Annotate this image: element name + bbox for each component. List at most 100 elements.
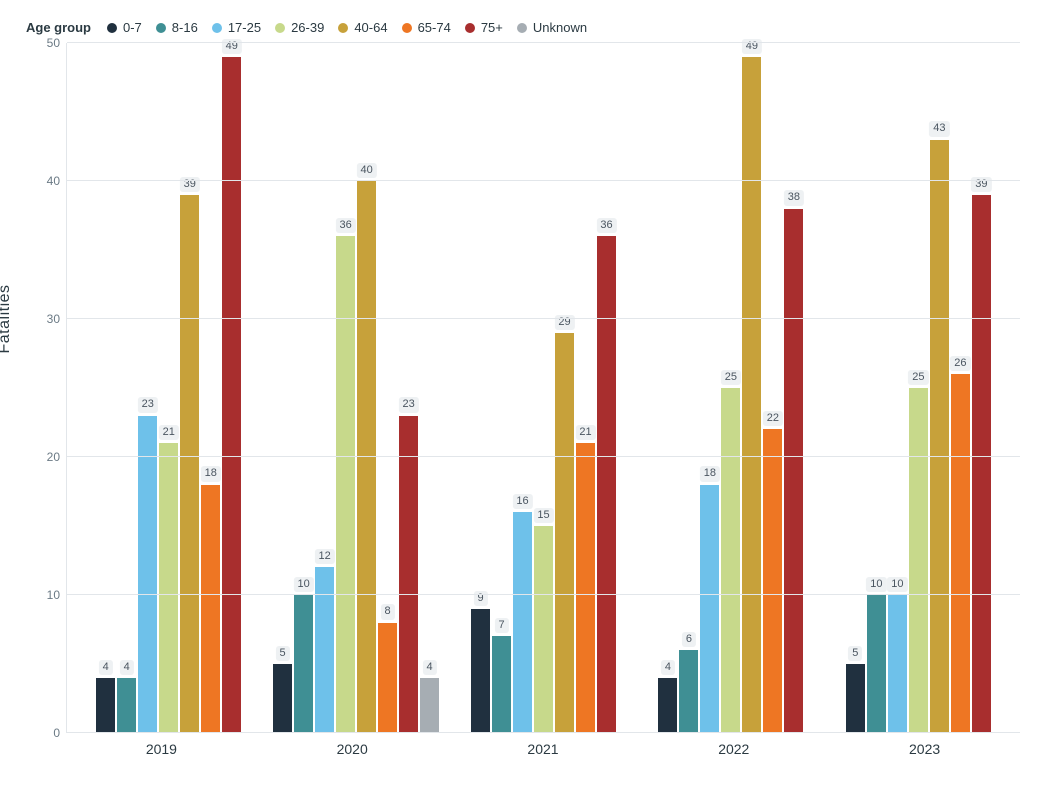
y-tick: 30	[47, 312, 60, 326]
bars: 461825492238	[637, 43, 824, 733]
bar-26-39: 25	[909, 388, 928, 733]
x-label: 2023	[829, 741, 1020, 757]
gridline	[67, 180, 1020, 181]
bar-value-label: 39	[971, 177, 991, 192]
bar-value-label: 12	[314, 549, 334, 564]
bar-value-label: 4	[99, 660, 113, 675]
bar-value-label: 43	[929, 121, 949, 136]
legend-item-8-16: 8-16	[156, 20, 198, 35]
gridline	[67, 456, 1020, 457]
bar-value-label: 5	[276, 646, 290, 661]
bar-65-74: 22	[763, 429, 782, 733]
bar-0-7: 9	[471, 609, 490, 733]
gridline	[67, 732, 1020, 733]
bar-75+: 36	[597, 236, 616, 733]
legend-item-65-74: 65-74	[402, 20, 451, 35]
bar-group-2022: 461825492238	[637, 43, 824, 733]
bar-75+: 23	[399, 416, 418, 733]
bar-value-label: 36	[596, 218, 616, 233]
bar-17-25: 10	[888, 595, 907, 733]
bar-value-label: 6	[682, 632, 696, 647]
legend-dot-icon	[517, 23, 527, 33]
bar-75+: 38	[784, 209, 803, 733]
bars: 5101236408234	[262, 43, 449, 733]
bar-value-label: 21	[575, 425, 595, 440]
x-label: 2022	[638, 741, 829, 757]
bar-value-label: 4	[120, 660, 134, 675]
fatalities-by-age-chart: Age group 0-78-1617-2526-3940-6465-7475+…	[20, 20, 1020, 767]
bar-value-label: 38	[784, 190, 804, 205]
bar-value-label: 9	[473, 591, 487, 606]
bar-value-label: 18	[201, 466, 221, 481]
y-tick: 10	[47, 588, 60, 602]
bar-26-39: 25	[721, 388, 740, 733]
legend-dot-icon	[338, 23, 348, 33]
legend-dot-icon	[465, 23, 475, 33]
bar-value-label: 7	[494, 618, 508, 633]
legend-item-label: 75+	[481, 20, 503, 35]
y-tick: 20	[47, 450, 60, 464]
bar-65-74: 26	[951, 374, 970, 733]
x-label: 2021	[448, 741, 639, 757]
legend-item-label: 17-25	[228, 20, 261, 35]
bar-65-74: 8	[378, 623, 397, 733]
gridline	[67, 42, 1020, 43]
bar-value-label: 39	[180, 177, 200, 192]
grid-area: 4423213918495101236408234971615292136461…	[66, 43, 1020, 733]
bar-Unknown: 4	[420, 678, 439, 733]
bar-26-39: 36	[336, 236, 355, 733]
legend-title: Age group	[26, 20, 91, 35]
bar-group-2019: 442321391849	[75, 43, 262, 733]
bars: 971615292136	[450, 43, 637, 733]
legend-dot-icon	[107, 23, 117, 33]
bar-0-7: 5	[273, 664, 292, 733]
bar-value-label: 16	[512, 494, 532, 509]
bar-40-64: 29	[555, 333, 574, 733]
legend-item-label: 0-7	[123, 20, 142, 35]
bar-8-16: 6	[679, 650, 698, 733]
bar-75+: 39	[972, 195, 991, 733]
bar-value-label: 23	[398, 397, 418, 412]
plot-area: Fatalities 01020304050 44232139184951012…	[20, 43, 1020, 733]
bar-26-39: 21	[159, 443, 178, 733]
bar-value-label: 21	[159, 425, 179, 440]
bar-value-label: 22	[763, 411, 783, 426]
bar-group-2021: 971615292136	[450, 43, 637, 733]
bars: 5101025432639	[825, 43, 1012, 733]
bar-75+: 49	[222, 57, 241, 733]
bar-value-label: 40	[356, 163, 376, 178]
x-label: 2019	[66, 741, 257, 757]
bar-40-64: 49	[742, 57, 761, 733]
bar-value-label: 10	[866, 577, 886, 592]
bar-0-7: 5	[846, 664, 865, 733]
bar-8-16: 4	[117, 678, 136, 733]
legend-item-label: 8-16	[172, 20, 198, 35]
bar-0-7: 4	[658, 678, 677, 733]
bar-value-label: 25	[908, 370, 928, 385]
gridline	[67, 318, 1020, 319]
legend-dot-icon	[212, 23, 222, 33]
y-axis: Fatalities 01020304050	[20, 43, 66, 733]
bar-17-25: 23	[138, 416, 157, 733]
bar-value-label: 49	[742, 39, 762, 54]
legend-item-17-25: 17-25	[212, 20, 261, 35]
bar-group-2023: 5101025432639	[825, 43, 1012, 733]
legend-item-label: 40-64	[354, 20, 387, 35]
bar-40-64: 40	[357, 181, 376, 733]
y-tick: 0	[53, 726, 60, 740]
legend-item-label: Unknown	[533, 20, 587, 35]
bar-8-16: 10	[867, 595, 886, 733]
bar-value-label: 15	[533, 508, 553, 523]
bar-0-7: 4	[96, 678, 115, 733]
y-tick: 50	[47, 36, 60, 50]
bar-8-16: 10	[294, 595, 313, 733]
legend: Age group 0-78-1617-2526-3940-6465-7475+…	[20, 20, 1020, 35]
bar-value-label: 29	[554, 315, 574, 330]
bar-value-label: 18	[700, 466, 720, 481]
bar-65-74: 21	[576, 443, 595, 733]
bar-8-16: 7	[492, 636, 511, 733]
bar-40-64: 43	[930, 140, 949, 733]
bar-17-25: 12	[315, 567, 334, 733]
legend-item-0-7: 0-7	[107, 20, 142, 35]
legend-item-40-64: 40-64	[338, 20, 387, 35]
